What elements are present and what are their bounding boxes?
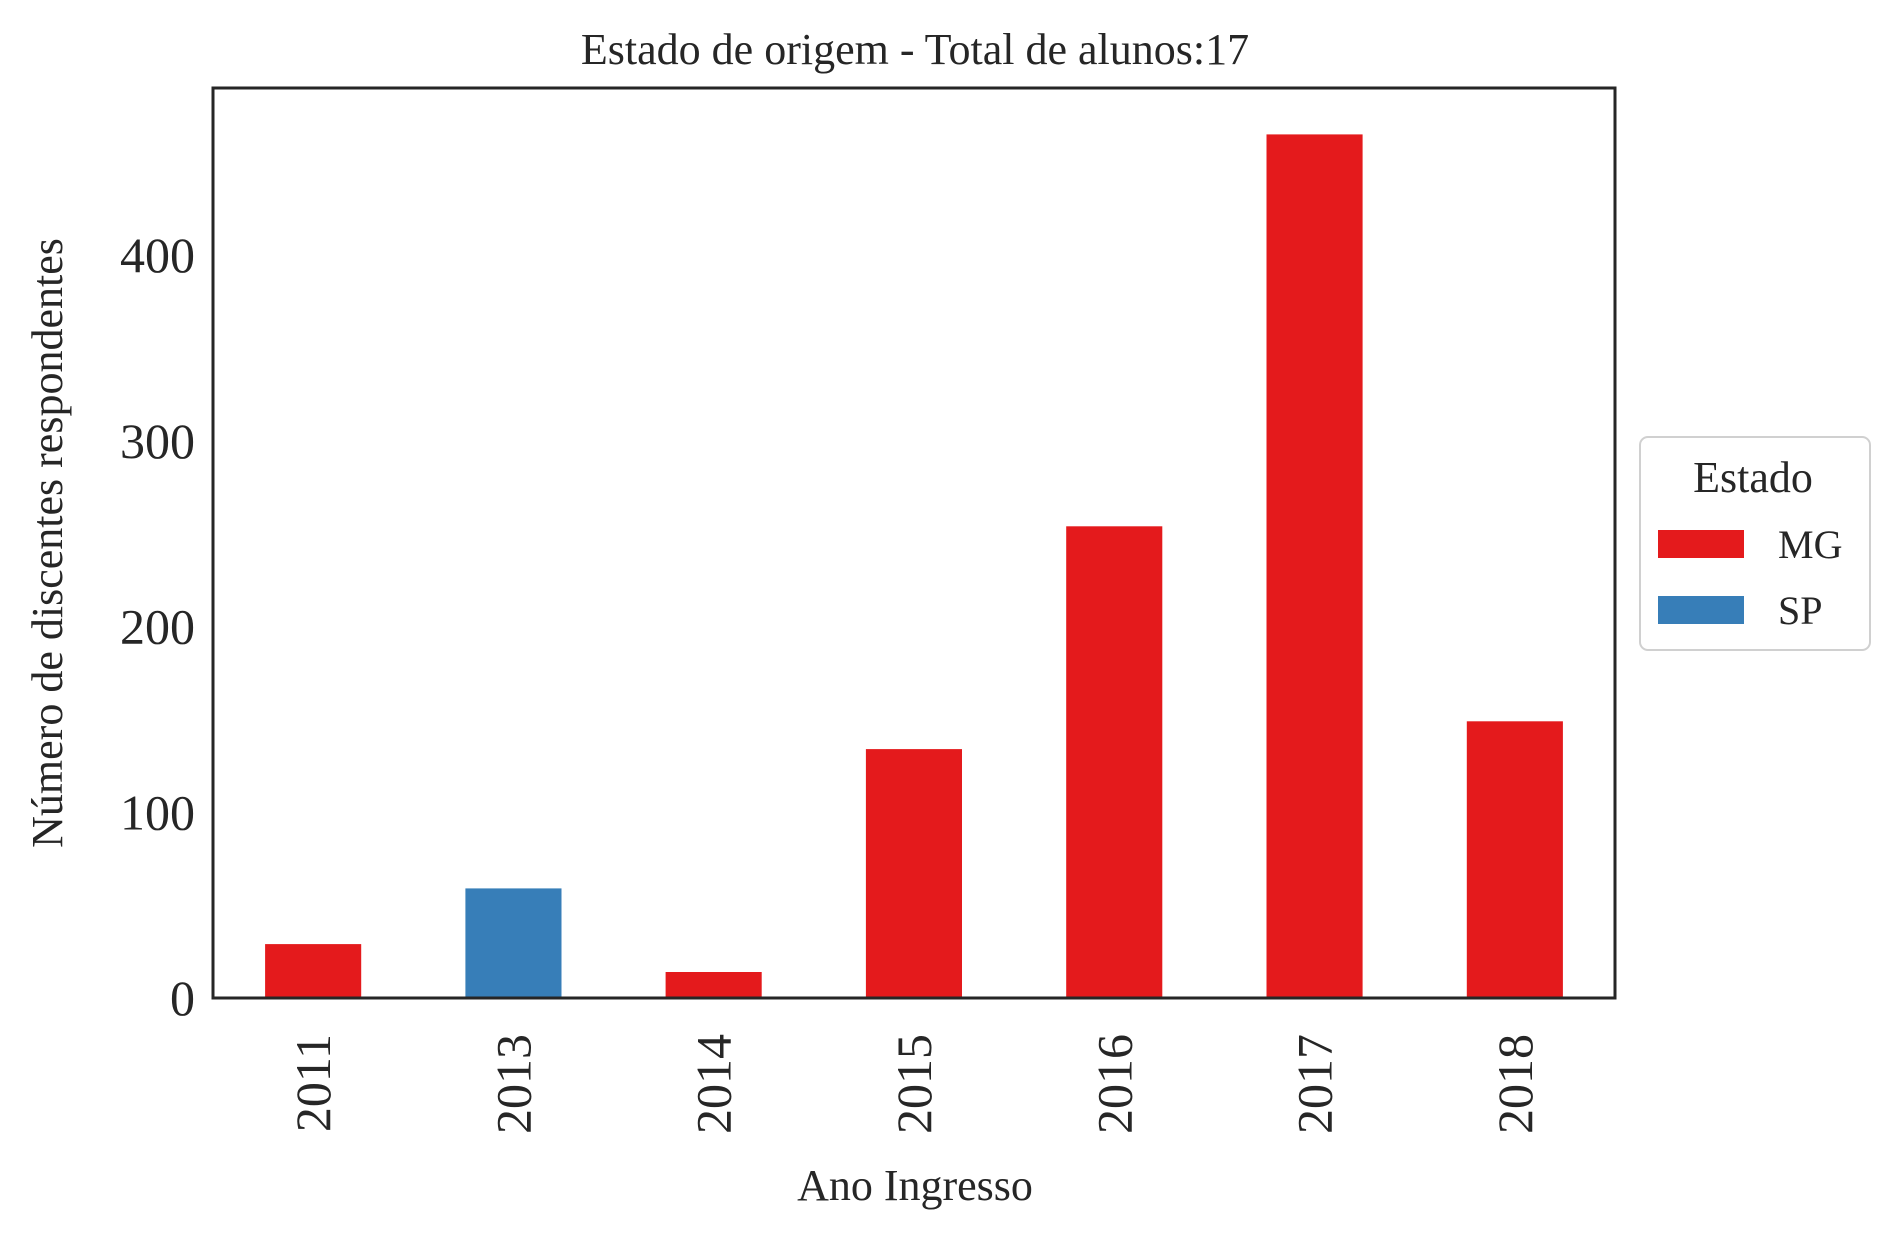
y-tick-label-100: 100 bbox=[120, 784, 195, 840]
y-tick-labels: 0 100 200 300 400 bbox=[120, 227, 195, 1026]
x-axis-label: Ano Ingresso bbox=[797, 1161, 1033, 1210]
plot-frame bbox=[211, 86, 1617, 1000]
x-tick-label-2015: 2015 bbox=[886, 1034, 942, 1134]
bar-mg-2016 bbox=[1066, 526, 1163, 998]
x-tick-label-2017: 2017 bbox=[1287, 1034, 1343, 1134]
bars-group bbox=[265, 134, 1563, 998]
x-tick-label-2011: 2011 bbox=[285, 1034, 341, 1132]
x-tick-label-2018: 2018 bbox=[1487, 1034, 1543, 1134]
x-tick-label-2016: 2016 bbox=[1086, 1034, 1142, 1134]
x-tick-label-2014: 2014 bbox=[686, 1034, 742, 1134]
legend-label-mg: MG bbox=[1778, 522, 1842, 567]
bar-mg-2014 bbox=[665, 972, 762, 998]
bar-mg-2011 bbox=[265, 944, 362, 998]
y-tick-label-300: 300 bbox=[120, 413, 195, 469]
y-axis-label: Número de discentes respondentes bbox=[23, 238, 72, 848]
chart-title: Estado de origem - Total de alunos:17 bbox=[581, 25, 1249, 74]
legend-swatch-mg bbox=[1658, 530, 1744, 558]
bar-sp-2013 bbox=[465, 888, 562, 998]
x-tick-label-2013: 2013 bbox=[485, 1034, 541, 1134]
bar-mg-2017 bbox=[1266, 134, 1363, 998]
y-tick-label-200: 200 bbox=[120, 599, 195, 655]
bar-mg-2015 bbox=[865, 749, 962, 998]
legend: Estado MG SP bbox=[1639, 436, 1871, 651]
legend-title: Estado bbox=[1693, 453, 1813, 502]
bar-mg-2018 bbox=[1466, 721, 1563, 998]
legend-label-sp: SP bbox=[1778, 588, 1823, 633]
y-tick-label-0: 0 bbox=[170, 970, 195, 1026]
y-tick-label-400: 400 bbox=[120, 227, 195, 283]
legend-swatch-sp bbox=[1658, 596, 1744, 624]
x-tick-labels: 2011 2013 2014 2015 2016 2017 2018 bbox=[285, 1034, 1543, 1134]
